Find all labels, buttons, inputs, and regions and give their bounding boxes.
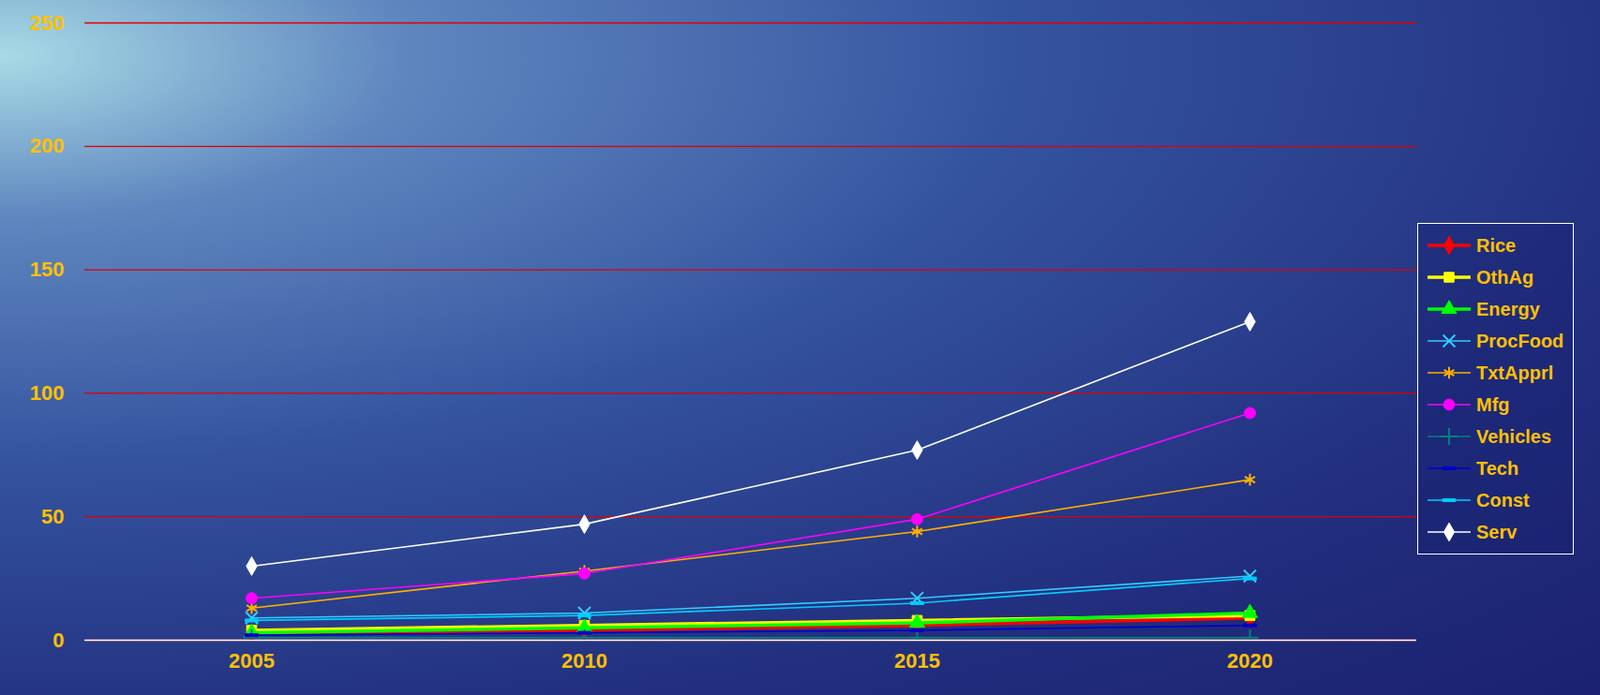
svg-text:0: 0 — [52, 628, 64, 653]
html-text:Energy: Energy — [1476, 298, 1540, 320]
html-text:Serv: Serv — [1476, 521, 1517, 543]
svg-text:250: 250 — [29, 11, 65, 35]
html-text:Rice: Rice — [1476, 234, 1516, 256]
html-text:OthAg: OthAg — [1476, 266, 1534, 288]
html-text:ProcFood: ProcFood — [1476, 330, 1564, 352]
svg-text:150: 150 — [29, 257, 65, 282]
svg-text:2015: 2015 — [894, 649, 941, 673]
svg-text:2020: 2020 — [1226, 649, 1273, 673]
html-text:TxtApprl: TxtApprl — [1476, 362, 1554, 383]
html-text:Vehicles: Vehicles — [1476, 426, 1552, 447]
html-text:Mfg: Mfg — [1476, 394, 1510, 415]
svg-text:2005: 2005 — [228, 649, 275, 673]
html-text:Const: Const — [1476, 489, 1530, 511]
html-text:Tech: Tech — [1476, 457, 1519, 479]
svg-text:100: 100 — [29, 381, 65, 405]
svg-text:2010: 2010 — [561, 649, 608, 673]
svg-text:200: 200 — [29, 134, 65, 158]
svg-text:50: 50 — [41, 505, 64, 529]
